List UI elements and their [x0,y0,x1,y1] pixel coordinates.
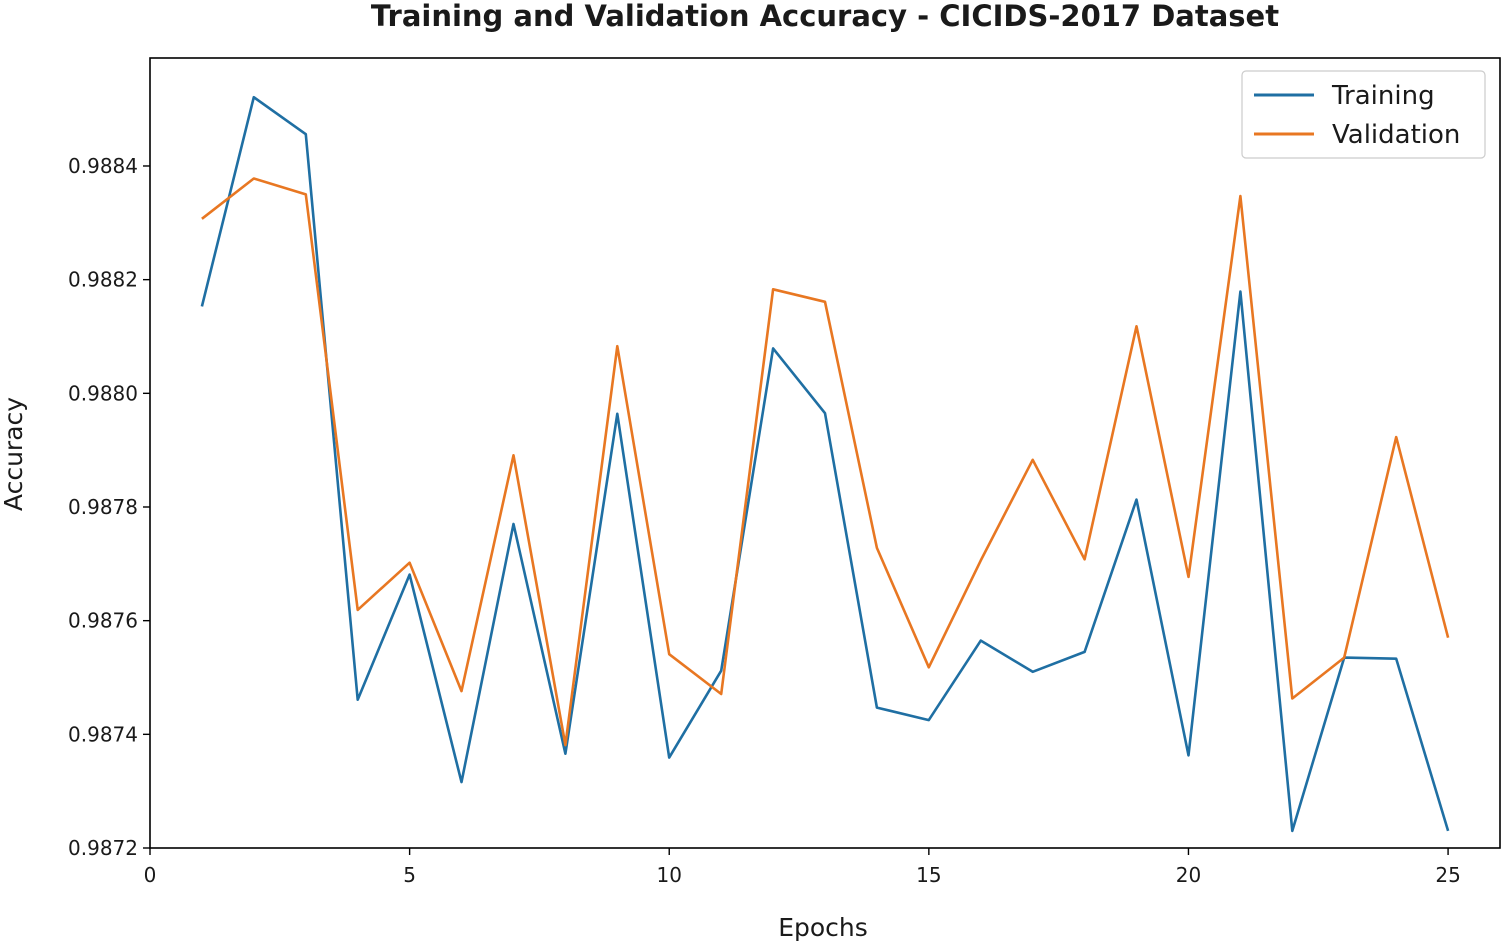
series-line-validation [201,177,1450,747]
series-lines [200,95,1450,833]
x-tick-label: 5 [403,863,416,887]
y-tick-label: 0.9882 [68,268,138,292]
legend-label-training: Training [1331,81,1435,111]
y-tick-label: 0.9874 [68,722,138,746]
x-axis: 0 5 10 15 20 25 [144,848,1461,887]
legend-label-validation: Validation [1332,120,1460,150]
x-axis-label: Epochs [778,913,868,942]
x-tick-label: 25 [1435,863,1460,887]
y-axis: 0.9872 0.9874 0.9876 0.9878 0.9880 0.9882 0.98… [68,154,150,860]
y-tick-label: 0.9884 [68,154,138,178]
plot-area: 0 5 10 15 20 25 0.9872 0.9874 0.9876 0.9878 0.988… [68,57,1501,887]
x-tick-label: 20 [1176,863,1201,887]
y-tick-label: 0.9876 [68,609,138,633]
x-tick-label: 0 [144,863,157,887]
series-line-training [200,95,1450,833]
x-tick-label: 15 [916,863,941,887]
chart-title: Training and Validation Accuracy - CICID… [371,0,1279,33]
x-tick-label: 10 [657,863,682,887]
plot-frame [149,57,1501,849]
y-axis-label: Accuracy [0,397,28,511]
y-tick-label: 0.9872 [68,836,138,860]
legend-box [1241,70,1486,159]
y-tick-label: 0.9878 [68,495,138,519]
y-tick-label: 0.9880 [68,381,138,405]
legend: Training Validation [1241,70,1486,159]
